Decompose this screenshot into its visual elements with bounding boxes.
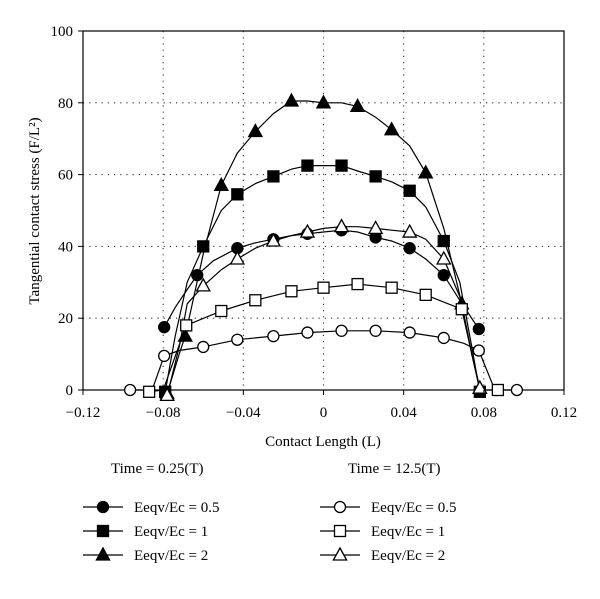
data-point xyxy=(369,324,382,337)
data-point xyxy=(195,277,211,292)
x-tick-label: −0.08 xyxy=(146,405,181,421)
legend-entry-label: Eeqv/Ec = 1 xyxy=(371,524,445,540)
data-point xyxy=(315,94,332,109)
data-point xyxy=(491,383,505,397)
x-tick-label: 0.08 xyxy=(471,405,497,421)
data-point xyxy=(455,303,468,316)
data-point xyxy=(265,232,282,247)
x-tick-label: −0.04 xyxy=(226,405,261,421)
data-point xyxy=(437,234,450,248)
series-line-1 xyxy=(164,165,481,392)
y-tick-label: 80 xyxy=(58,96,73,112)
data-point xyxy=(472,344,485,357)
data-point xyxy=(197,340,210,354)
data-point xyxy=(335,324,348,337)
data-point xyxy=(142,385,156,398)
data-point xyxy=(301,326,314,339)
legend-marker xyxy=(95,546,111,561)
data-point xyxy=(403,242,416,255)
data-point xyxy=(215,304,228,318)
plot-frame xyxy=(82,30,565,391)
data-point xyxy=(283,92,300,107)
data-point xyxy=(197,240,210,253)
legend-marker xyxy=(333,500,347,514)
data-point xyxy=(437,268,450,282)
legend-marker xyxy=(96,500,110,514)
data-point xyxy=(510,383,524,397)
legend-entry-label: Eeqv/Ec = 1 xyxy=(134,524,208,540)
x-tick-label: −0.12 xyxy=(66,405,101,421)
y-tick-label: 40 xyxy=(58,239,73,255)
data-point xyxy=(472,379,488,394)
data-point xyxy=(231,188,244,201)
series-line-3 xyxy=(130,330,517,391)
data-point xyxy=(267,170,280,183)
data-point xyxy=(333,218,350,233)
data-point xyxy=(335,159,348,172)
data-point xyxy=(231,333,244,346)
data-point xyxy=(177,327,193,342)
x-axis-title: Contact Length (L) xyxy=(265,434,381,450)
data-point xyxy=(317,281,330,294)
data-point xyxy=(285,285,298,298)
data-point xyxy=(299,223,316,238)
data-point xyxy=(229,250,246,265)
y-tick-label: 100 xyxy=(51,24,74,40)
data-point xyxy=(123,383,137,397)
grid xyxy=(83,31,564,390)
data-point xyxy=(383,121,400,136)
legend-marker xyxy=(332,546,348,561)
data-point xyxy=(159,387,175,402)
data-point xyxy=(369,170,382,183)
data-point xyxy=(349,98,366,113)
legend-group-title: Time = 12.5(T) xyxy=(348,461,441,477)
data-point xyxy=(213,177,229,192)
data-point xyxy=(418,164,434,179)
x-axis-ticks: −0.12 −0.08 −0.04 0 0.04 0.08 0.12 xyxy=(66,390,577,421)
data-point xyxy=(367,220,384,235)
legend-entry-label: Eeqv/Ec = 2 xyxy=(371,548,445,564)
data-point xyxy=(403,326,416,339)
x-tick-label: 0.04 xyxy=(391,405,418,421)
data-point xyxy=(437,331,450,345)
data-point xyxy=(180,319,193,332)
data-point xyxy=(419,288,432,302)
data-point xyxy=(401,223,418,238)
legend-marker xyxy=(96,524,110,538)
legend-entry-label: Eeqv/Ec = 0.5 xyxy=(371,500,457,516)
data-point xyxy=(191,268,204,282)
data-point xyxy=(267,329,280,343)
legend-entry-label: Eeqv/Ec = 0.5 xyxy=(134,500,220,516)
data-point xyxy=(249,294,262,307)
data-point xyxy=(247,123,264,138)
legend-entry-label: Eeqv/Ec = 2 xyxy=(134,548,208,564)
y-tick-label: 60 xyxy=(58,168,73,184)
y-axis-ticks: 0 20 40 60 80 100 xyxy=(51,24,83,399)
data-point xyxy=(301,159,314,172)
y-axis-title: Tangential contact stress (F/L²) xyxy=(27,117,43,304)
y-tick-label: 0 xyxy=(66,383,74,399)
data-point xyxy=(351,277,364,291)
legend: Time = 0.25(T) Time = 12.5(T) Eeqv/Ec = 0.… xyxy=(83,461,457,564)
data-point xyxy=(158,349,171,363)
series-markers xyxy=(123,92,524,402)
data-point xyxy=(472,322,485,336)
legend-group-title: Time = 0.25(T) xyxy=(111,461,204,477)
y-tick-label: 20 xyxy=(58,311,73,327)
legend-marker xyxy=(333,524,347,538)
x-tick-label: 0 xyxy=(320,405,328,421)
data-point xyxy=(385,281,398,294)
data-point xyxy=(158,321,171,334)
data-point xyxy=(436,250,452,265)
data-point xyxy=(403,184,416,197)
x-tick-label: 0.12 xyxy=(551,405,577,421)
series-line-5 xyxy=(166,226,481,396)
